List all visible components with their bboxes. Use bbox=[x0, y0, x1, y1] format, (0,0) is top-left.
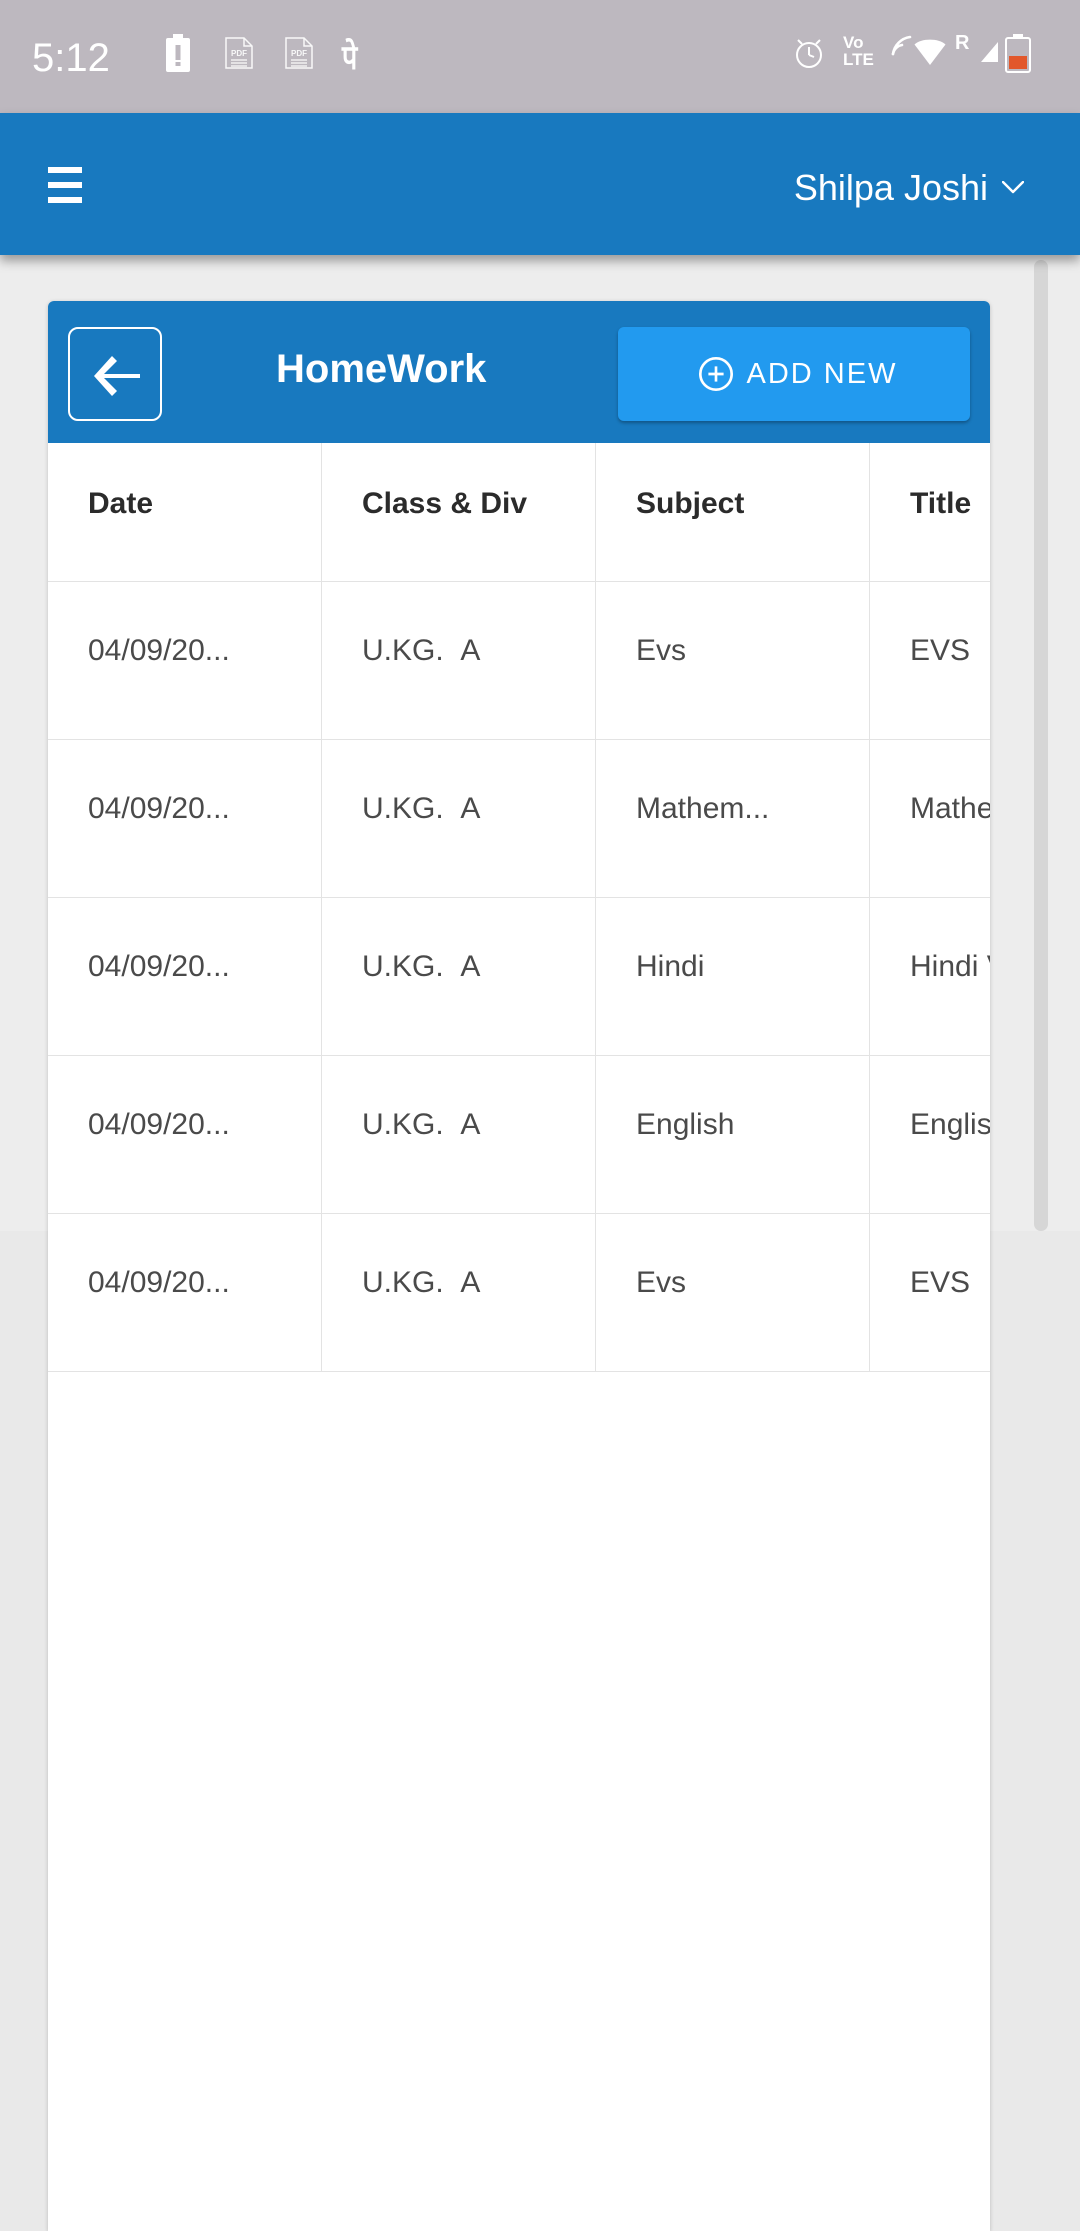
svg-text:PDF: PDF bbox=[231, 49, 247, 58]
svg-text:PDF: PDF bbox=[291, 49, 307, 58]
